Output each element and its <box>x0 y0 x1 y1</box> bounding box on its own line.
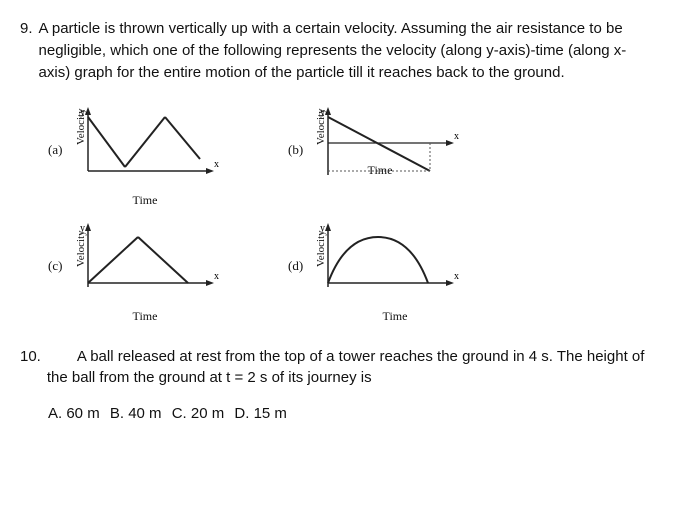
q9-number: 9. <box>20 18 33 83</box>
svg-text:x: x <box>214 159 219 170</box>
question-10: 10. A ball released at rest from the top… <box>20 346 654 390</box>
graph-b: (b) Velocity y x Time <box>300 103 500 209</box>
graph-d-ylabel: Velocity <box>314 231 330 268</box>
svg-text:x: x <box>454 131 459 142</box>
q9-graphs: (a) Velocity y x Time (b) Velocity y x <box>60 103 500 325</box>
graph-c: (c) Velocity y x Time <box>60 219 260 325</box>
graph-d-xlabel: Time <box>290 308 500 325</box>
q10-option-d: D. 15 m <box>234 405 287 422</box>
graph-d-label: (d) <box>288 257 303 276</box>
graph-c-label: (c) <box>48 257 62 276</box>
svg-text:x: x <box>214 271 219 282</box>
graph-c-xlabel: Time <box>30 308 260 325</box>
graph-a-label: (a) <box>48 141 62 160</box>
graph-b-label: (b) <box>288 141 303 160</box>
svg-text:x: x <box>454 271 459 282</box>
q9-text: A particle is thrown vertically up with … <box>39 18 654 83</box>
graph-b-ylabel: Velocity <box>314 109 330 146</box>
graph-d: (d) Velocity y x Time <box>300 219 500 325</box>
q10-number: 10. <box>20 346 41 390</box>
graph-c-ylabel: Velocity <box>74 231 90 268</box>
q10-option-b: B. 40 m <box>110 405 162 422</box>
question-9: 9. A particle is thrown vertically up wi… <box>20 18 654 83</box>
q10-options: A. 60 m B. 40 m C. 20 m D. 15 m <box>48 403 654 425</box>
q10-option-c: C. 20 m <box>172 405 225 422</box>
graph-a-xlabel: Time <box>30 192 260 209</box>
q10-option-a: A. 60 m <box>48 405 100 422</box>
q10-text: A ball released at rest from the top of … <box>47 346 654 390</box>
graph-a: (a) Velocity y x Time <box>60 103 260 209</box>
graph-a-ylabel: Velocity <box>74 109 90 146</box>
